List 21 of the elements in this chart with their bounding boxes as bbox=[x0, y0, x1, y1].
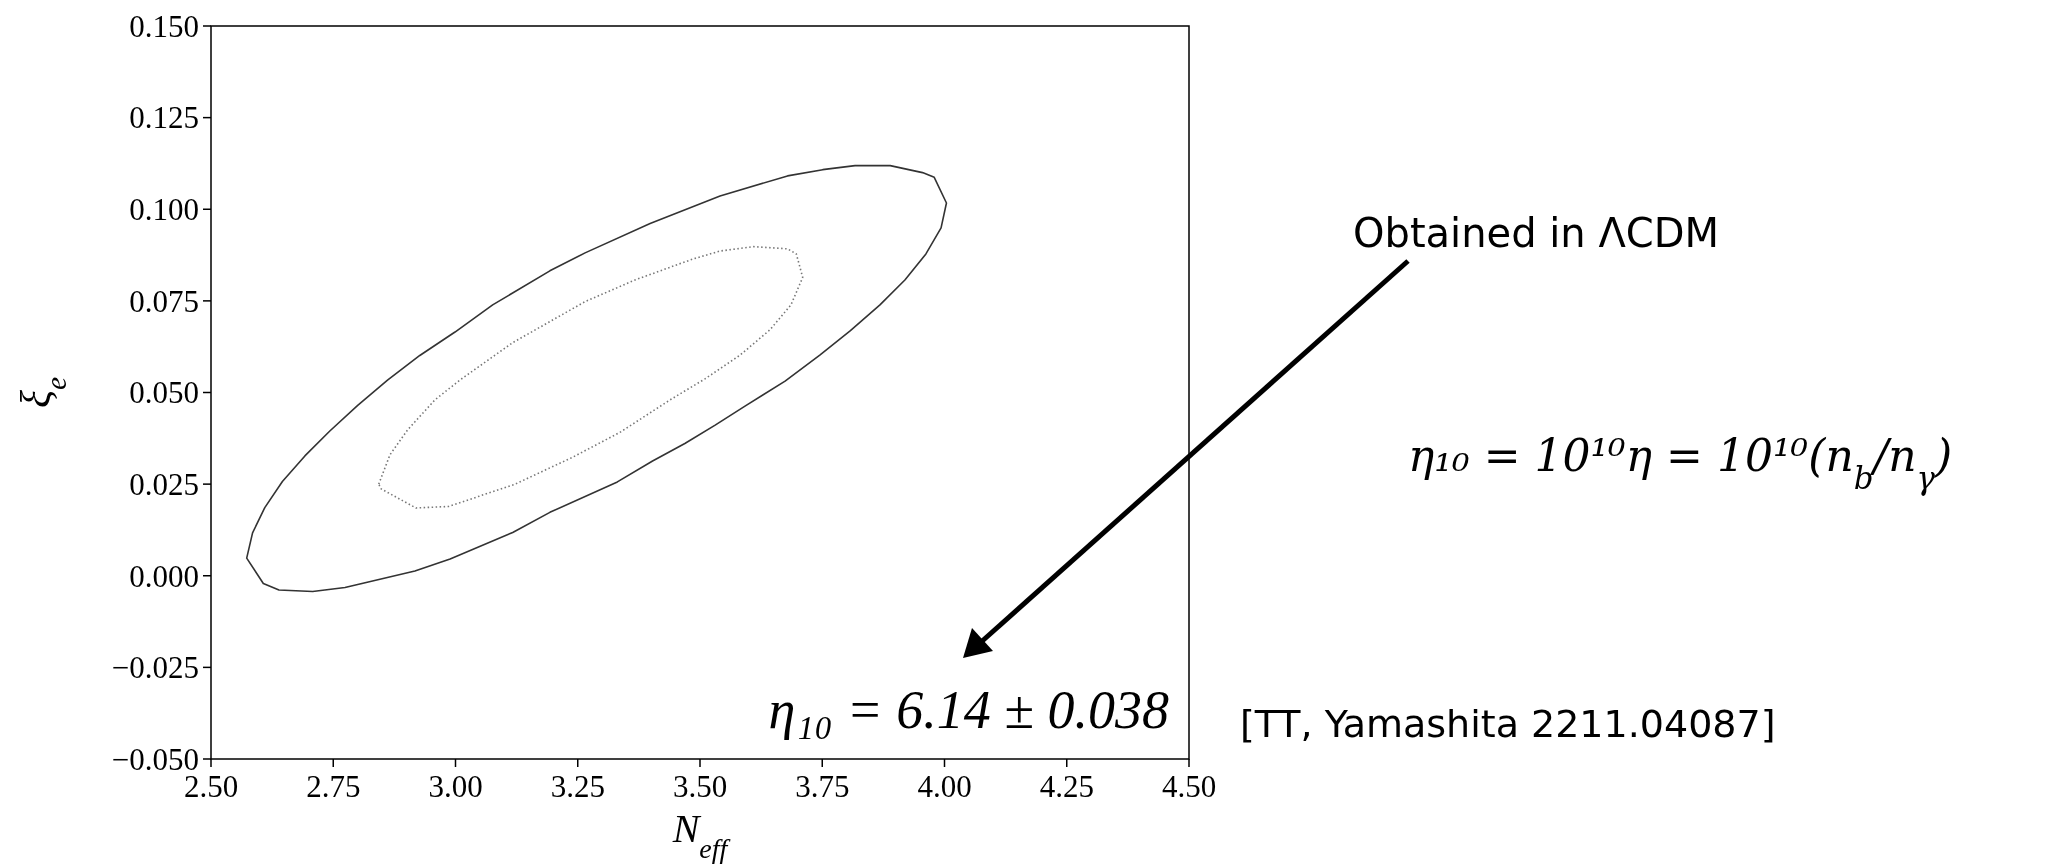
text: η₁₀ = 10¹⁰η = 10¹⁰(n$_{b}$/n$_{γ}$) bbox=[1408, 430, 1953, 496]
y-tick-label: 0.100 bbox=[129, 192, 199, 228]
x-tick-label: 2.75 bbox=[306, 769, 361, 804]
x-tick-label: 4.00 bbox=[917, 769, 972, 804]
y-tick-label: 0.075 bbox=[129, 283, 199, 319]
y-tick-label: 0.025 bbox=[129, 466, 199, 502]
x-axis-title: N$_{eff}$ bbox=[671, 806, 731, 864]
annotation: η₁₀ = 6.14 ± 0.038 bbox=[768, 680, 1169, 740]
x-tick-label: 3.00 bbox=[428, 769, 483, 804]
x-tick-label: 3.75 bbox=[795, 769, 850, 804]
y-tick-label: −0.025 bbox=[111, 650, 199, 686]
y-tick-label: 0.000 bbox=[129, 558, 199, 594]
y-tick-label: 0.125 bbox=[129, 100, 199, 136]
x-tick-label: 3.50 bbox=[672, 769, 728, 804]
y-tick-label: 0.150 bbox=[129, 8, 199, 44]
text: [TT, Yamashita 2211.04087] bbox=[1240, 702, 1776, 746]
x-tick-label: 4.25 bbox=[1039, 769, 1094, 804]
x-tick-label: 4.50 bbox=[1161, 769, 1217, 804]
x-tick-label: 3.25 bbox=[550, 769, 605, 804]
y-tick-label: 0.050 bbox=[129, 375, 199, 411]
text: Obtained in ΛCDM bbox=[1353, 210, 1720, 256]
